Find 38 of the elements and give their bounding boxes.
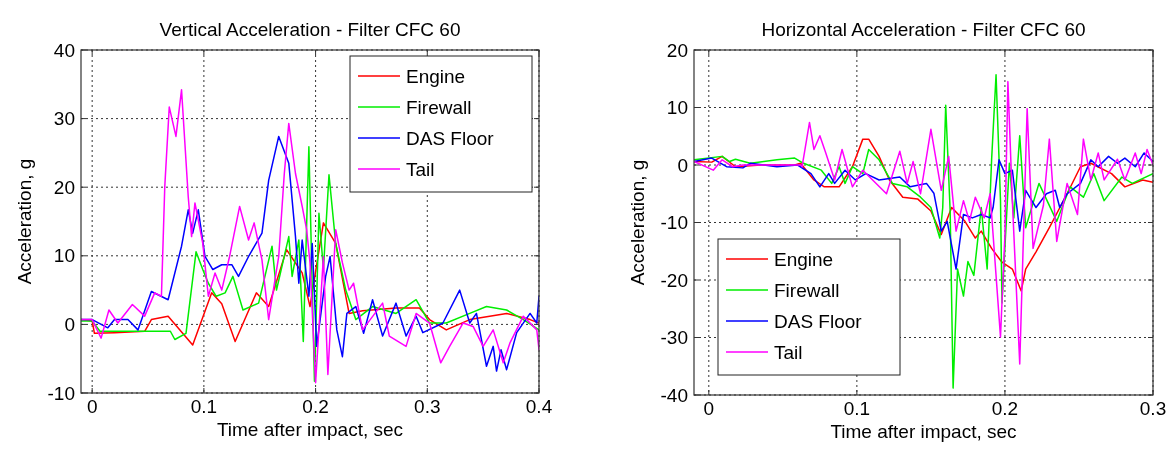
legend-label: DAS Floor (774, 310, 863, 332)
line-series (694, 152, 1153, 270)
legend-label: Engine (406, 65, 466, 87)
x-axis-title: Time after impact, sec (216, 419, 404, 440)
x-tick-label: 0.3 (414, 396, 441, 417)
y-tick-label: 10 (666, 97, 688, 119)
legend-label: Firewall (774, 279, 840, 301)
legend-label: Firewall (406, 96, 472, 118)
x-axis-title: Time after impact, sec (830, 421, 1017, 442)
x-tick-label: 0 (703, 398, 715, 419)
y-tick-label: -10 (660, 212, 688, 234)
y-tick-label: -30 (660, 327, 688, 349)
x-tick-label: 0.3 (1139, 398, 1167, 419)
chart-title: Vertical Acceleration - Filter CFC 60 (159, 19, 461, 40)
y-axis-title: Acceleration, g (14, 158, 35, 285)
y-axis-title: Acceleration, g (627, 159, 648, 286)
line-series (81, 89, 539, 384)
y-tick-label: -10 (47, 382, 75, 404)
y-tick-label: -40 (660, 384, 688, 406)
y-tick-label: 20 (666, 39, 688, 61)
legend-label: DAS Floor (406, 127, 495, 149)
y-tick-label: 0 (64, 314, 75, 336)
legend-label: Tail (406, 158, 435, 180)
y-tick-label: 20 (53, 176, 75, 198)
y-tick-label: 10 (53, 245, 75, 267)
x-tick-label: 0.4 (525, 396, 553, 417)
x-tick-label: 0 (86, 396, 98, 417)
x-tick-label: 0.1 (190, 396, 218, 417)
x-tick-label: 0.2 (302, 396, 329, 417)
chart-title: Horizontal Acceleration - Filter CFC 60 (761, 19, 1086, 40)
x-tick-label: 0.1 (843, 398, 871, 419)
legend-label: Tail (774, 341, 803, 363)
legend-label: Engine (774, 248, 834, 270)
y-tick-label: -20 (660, 269, 688, 291)
y-tick-label: 0 (677, 154, 688, 176)
x-tick-label: 0.2 (991, 398, 1019, 419)
y-tick-label: 40 (53, 39, 75, 61)
y-tick-label: 30 (53, 108, 75, 130)
